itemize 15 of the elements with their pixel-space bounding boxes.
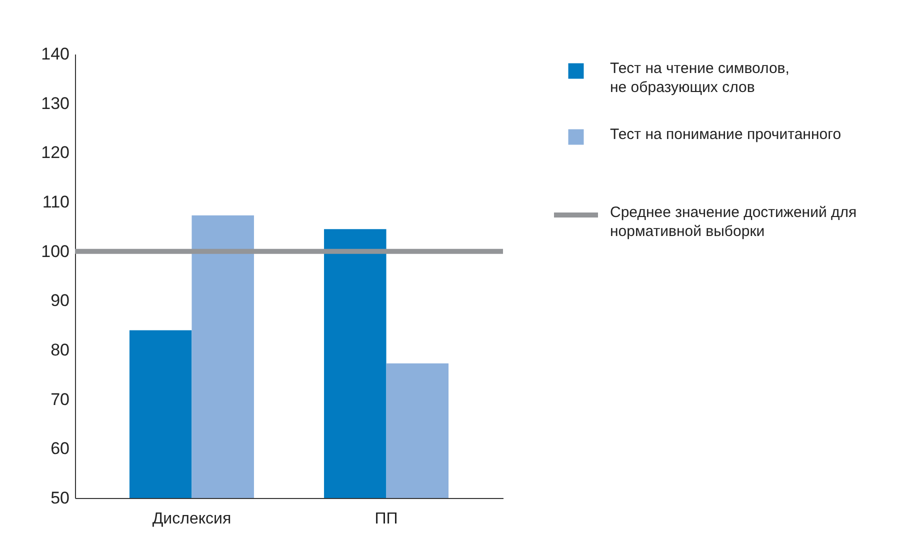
- y-tick-label: 140: [41, 44, 70, 64]
- y-tick-label: 90: [50, 291, 70, 310]
- legend-label: Тест на чтение символов, не образующих слов: [610, 60, 790, 96]
- y-tick-label: 110: [42, 192, 70, 212]
- y-tick-label: 70: [50, 390, 70, 409]
- x-tick-label: ПП: [374, 510, 398, 528]
- x-tick-label: Дислексия: [152, 510, 232, 528]
- legend-label: Среднее значение достижений для нормативной выборки: [610, 204, 857, 240]
- y-tick-label: 130: [41, 94, 70, 113]
- y-tick-label: 60: [50, 439, 70, 458]
- legend-label: Тест на понимание прочитанного: [610, 126, 842, 143]
- y-tick-label: 100: [41, 242, 70, 261]
- y-tick-label: 80: [50, 340, 70, 360]
- y-tick-label: 120: [41, 143, 70, 162]
- y-tick-label: 50: [50, 488, 70, 508]
